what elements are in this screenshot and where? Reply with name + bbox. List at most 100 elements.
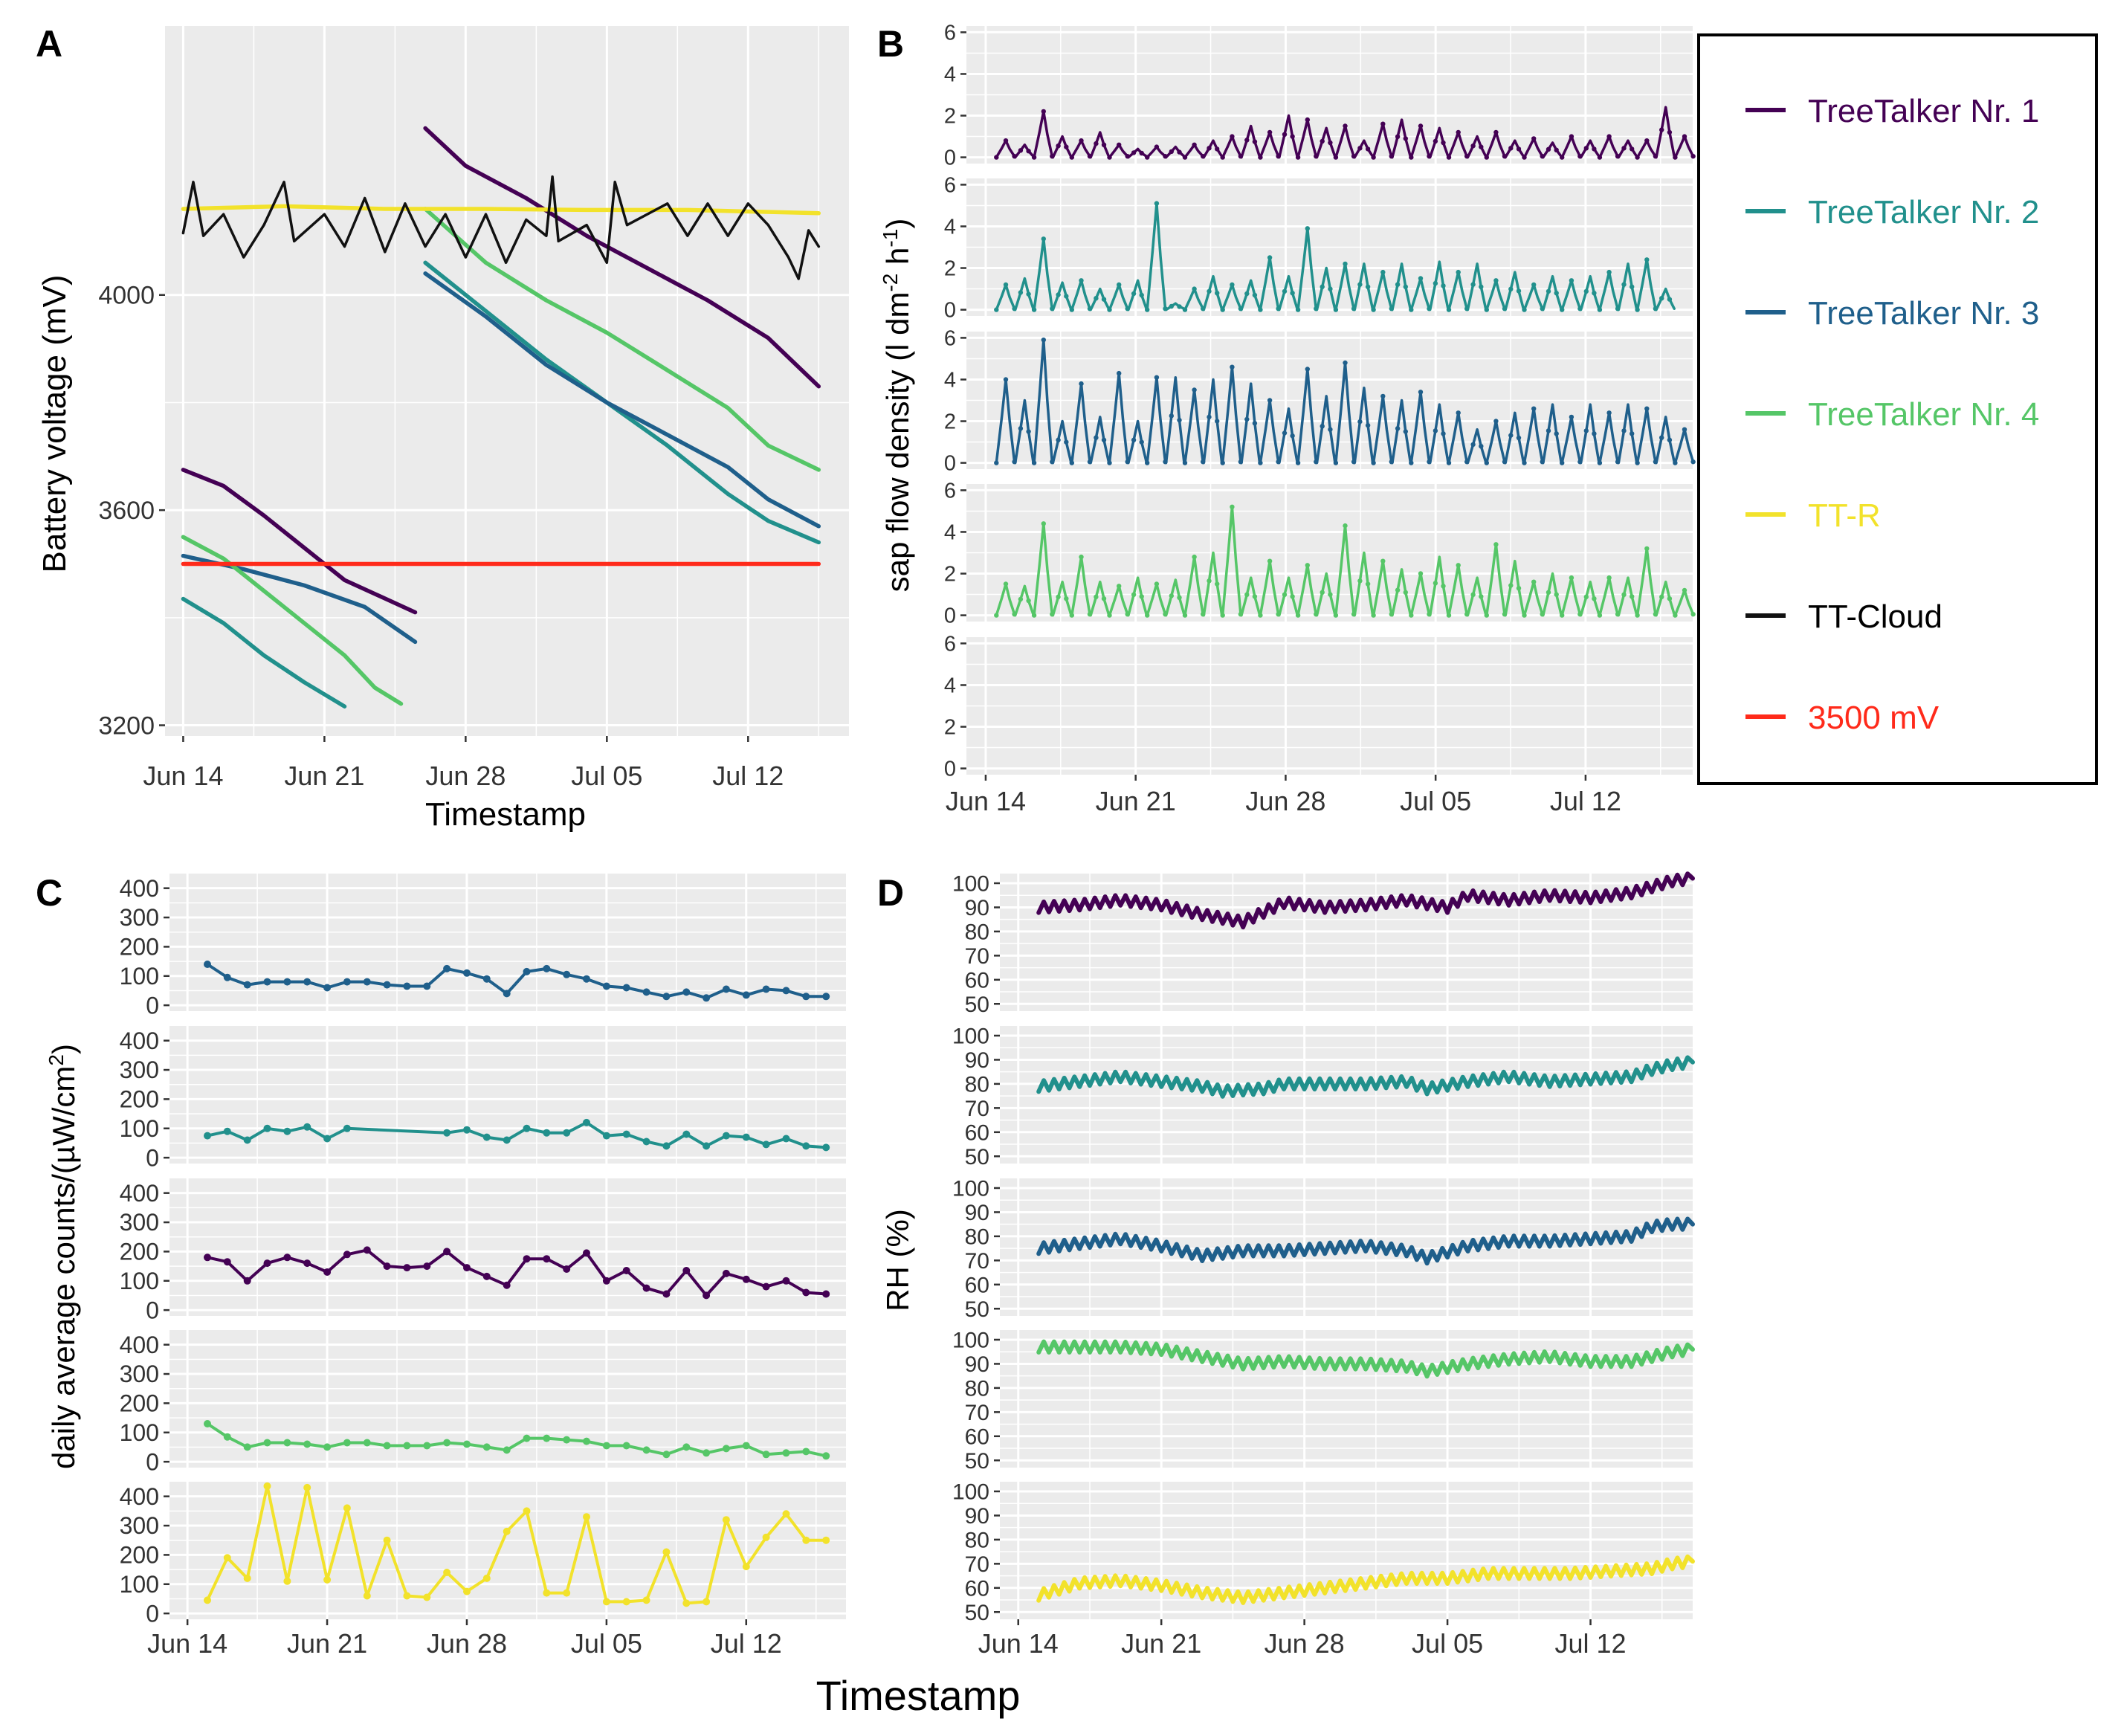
panel-b-tt2-point — [1107, 307, 1112, 312]
panel-b-tt3-point — [1418, 390, 1424, 395]
panel-b-tt4-point — [1433, 581, 1438, 586]
panel-b-tt3-point — [1012, 459, 1017, 465]
panel-b-ytick-label: 4 — [944, 216, 956, 239]
panel-b-tt2-point — [1012, 306, 1017, 312]
panel-c-ttr-point — [602, 1598, 610, 1606]
panel-b-tt1-point — [1583, 146, 1589, 151]
panel-c-tt4-point — [622, 1442, 630, 1450]
panel-d-ylabel: RH (%) — [880, 1209, 915, 1311]
panel-b-tt4-point — [1244, 592, 1250, 597]
panel-c-tt2-point — [602, 1132, 610, 1140]
panel-b-tt3-point — [1592, 431, 1597, 436]
panel-b-tt4-point — [1343, 523, 1348, 529]
panel-c-tt3-point — [762, 985, 770, 993]
panel-c-tt3-point — [443, 964, 451, 972]
panel-c-tt3-point — [503, 990, 511, 998]
panel-b-tt3-point — [1380, 393, 1386, 399]
panel-c-ytick-label: 100 — [120, 1419, 159, 1446]
panel-c-tt1-point — [622, 1267, 630, 1274]
panel-b-tt4-point — [1169, 593, 1175, 598]
panel-c-tt3-point — [822, 993, 830, 1001]
panel-b-tt4-point — [1470, 592, 1476, 597]
panel-b-tt2-point — [1320, 284, 1325, 289]
panel-b-tt4-point — [1546, 590, 1551, 595]
panel-b-tt1-point — [1667, 129, 1673, 135]
panel-b-tt3-point — [1192, 387, 1197, 393]
panel-b-tt2-point — [1125, 306, 1130, 312]
panel-c-tt3-point — [642, 988, 650, 996]
panel-b-tt1-point — [1041, 109, 1047, 114]
panel-b-tt4-point — [1276, 612, 1281, 617]
panel-d-xtick-label: Jun 14 — [978, 1628, 1059, 1659]
panel-b-tt2-point — [1592, 291, 1597, 296]
panel-b-tt4-point — [1371, 613, 1376, 618]
panel-c-ttr-line — [206, 1484, 828, 1605]
panel-c-tt3-point — [662, 993, 671, 1001]
panel-c-ttr-point — [642, 1596, 650, 1604]
panel-b-tt4-point — [1320, 590, 1325, 595]
panel-b-tt2-point — [1583, 288, 1589, 294]
panel-d-ytick-label: 60 — [965, 1576, 989, 1601]
panel-b-ytick-label: 6 — [944, 480, 956, 503]
panel-b-tt3-point — [1365, 422, 1371, 428]
panel-b-tt2-point — [1446, 307, 1452, 312]
panel-b-tt2-point — [1333, 307, 1339, 312]
panel-c-ttr-point — [323, 1575, 332, 1584]
panel-b-ytick-label: 2 — [944, 410, 956, 434]
panel-b-tt1-point — [1069, 155, 1075, 160]
panel-b-tt4-point — [1560, 613, 1565, 618]
panel-c-tt1-point — [782, 1277, 790, 1285]
panel-b-tt3-point — [1371, 460, 1376, 465]
panel-b-tt4-point — [1673, 613, 1678, 618]
panel-b-tt3-point — [1207, 414, 1212, 420]
panel-b-tt1-point — [1630, 146, 1635, 152]
panel-c-ttr-point — [383, 1536, 391, 1544]
panel-c-tt4-point — [383, 1442, 391, 1450]
panel-b-tt3-point — [1064, 439, 1069, 445]
panel-d-ytick-label: 100 — [952, 1024, 989, 1048]
legend-label-tt1: TreeTalker Nr. 1 — [1808, 93, 2039, 129]
panel-b-tt2-point — [1365, 284, 1371, 289]
panel-b-tt4-point — [1079, 554, 1084, 560]
panel-d-ytick-label: 100 — [952, 1176, 989, 1201]
panel-b-tt1-point — [1365, 146, 1371, 152]
panel-b-tt3-point — [1282, 430, 1288, 436]
panel-c-tt3-point — [602, 982, 610, 990]
panel-b-tt1-point — [1577, 154, 1583, 159]
panel-b-tt3-point — [1389, 459, 1395, 465]
panel-b-tt3-point — [1079, 381, 1084, 387]
panel-b-tt1-point — [1064, 144, 1069, 149]
panel-b-tt4-point — [1522, 613, 1527, 618]
panel-b-tt2-point — [1207, 288, 1212, 294]
panel-d-ytick-label: 90 — [965, 1048, 989, 1073]
panel-b-tt3-point — [1087, 459, 1093, 465]
panel-b-tt3-point — [1446, 460, 1452, 465]
panel-a-series-ttcloud-line — [181, 175, 821, 280]
panel-b-tt2-point — [1305, 226, 1311, 231]
panel-b-tt2-point — [1653, 306, 1659, 312]
panel-d-ytick-label: 50 — [965, 1601, 989, 1625]
panel-b-tt1-point — [1145, 155, 1150, 160]
panel-a-series-tt1-line — [423, 126, 821, 389]
panel-b-tt2-point — [1621, 282, 1627, 287]
panel-c-xtick-label: Jun 28 — [427, 1628, 507, 1659]
panel-b-tt3-point — [1508, 433, 1514, 438]
panel-d-ytick-label: 70 — [965, 944, 989, 969]
panel-c-tt2-point — [303, 1123, 311, 1131]
panel-b-tt4-point — [1653, 612, 1659, 617]
panel-b-tt4-point — [1238, 612, 1244, 617]
panel-b-tt4-point — [1267, 558, 1273, 564]
legend-label-ttcloud: TT-Cloud — [1808, 598, 1942, 635]
panel-b-ytick-label: 0 — [944, 452, 956, 476]
panel-c-ytick-label: 0 — [146, 992, 159, 1019]
panel-b-tt3-point — [1659, 435, 1664, 440]
panel-b-tt4-point — [1630, 594, 1635, 599]
panel-b-tt1-point — [1003, 138, 1009, 143]
panel-c-tt2-point — [543, 1129, 551, 1137]
panel-c-tt1-point — [722, 1269, 730, 1277]
panel-c-tt3-point — [343, 978, 351, 986]
panel-c-tt3-point — [363, 978, 371, 986]
panel-b-tt4-point — [1201, 612, 1206, 617]
panel-b-tt1-point — [1418, 123, 1424, 129]
